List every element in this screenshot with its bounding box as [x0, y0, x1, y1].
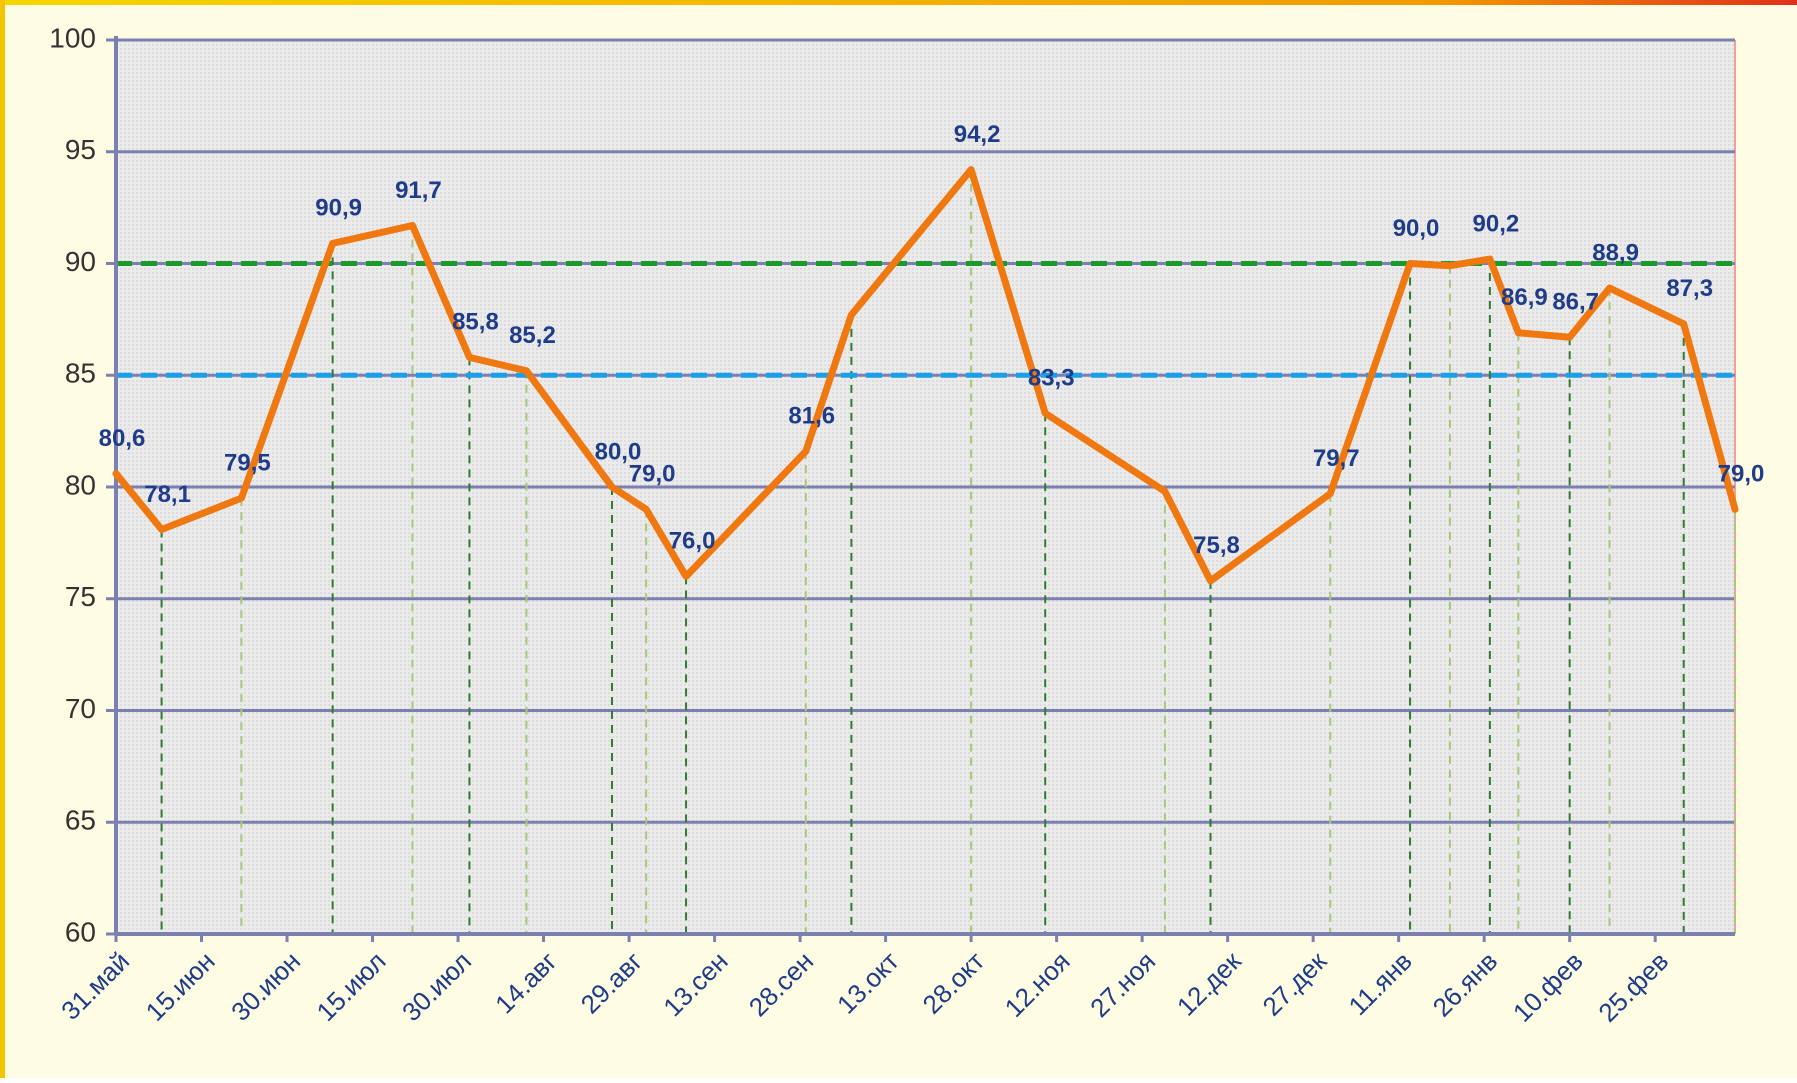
- data-label: 80,6: [99, 425, 146, 452]
- data-label: 78,1: [144, 481, 191, 508]
- data-label: 86,9: [1501, 284, 1548, 311]
- y-tick-label: 75: [65, 581, 96, 612]
- data-label: 75,8: [1193, 532, 1240, 559]
- data-label: 79,0: [1718, 461, 1765, 488]
- data-label: 85,8: [452, 309, 499, 336]
- data-label: 88,9: [1592, 239, 1639, 266]
- data-label: 79,0: [629, 461, 676, 488]
- y-tick-label: 60: [65, 916, 96, 947]
- data-label: 90,0: [1393, 215, 1440, 242]
- data-label: 85,2: [509, 322, 556, 349]
- data-label: 87,3: [1666, 275, 1713, 302]
- data-label: 81,6: [788, 403, 835, 430]
- y-tick-label: 100: [49, 22, 96, 53]
- data-label: 91,7: [395, 177, 442, 204]
- y-tick-label: 90: [65, 246, 96, 277]
- data-label: 79,7: [1313, 445, 1360, 472]
- y-tick-label: 95: [65, 134, 96, 165]
- data-label: 80,0: [595, 438, 642, 465]
- data-line: [112, 166, 1739, 585]
- y-tick-label: 85: [65, 358, 96, 389]
- top-stripe: [0, 0, 1797, 5]
- data-label: 90,2: [1473, 210, 1520, 237]
- y-tick-label: 70: [65, 693, 96, 724]
- y-tick-label: 65: [65, 805, 96, 836]
- data-label: 90,9: [315, 195, 362, 222]
- data-label: 86,7: [1552, 289, 1599, 316]
- data-label: 79,5: [224, 450, 271, 477]
- data-label: 94,2: [954, 121, 1001, 148]
- data-label: 76,0: [669, 528, 716, 555]
- left-stripe: [0, 0, 5, 1078]
- y-tick-label: 80: [65, 469, 96, 500]
- data-label: 83,3: [1028, 365, 1075, 392]
